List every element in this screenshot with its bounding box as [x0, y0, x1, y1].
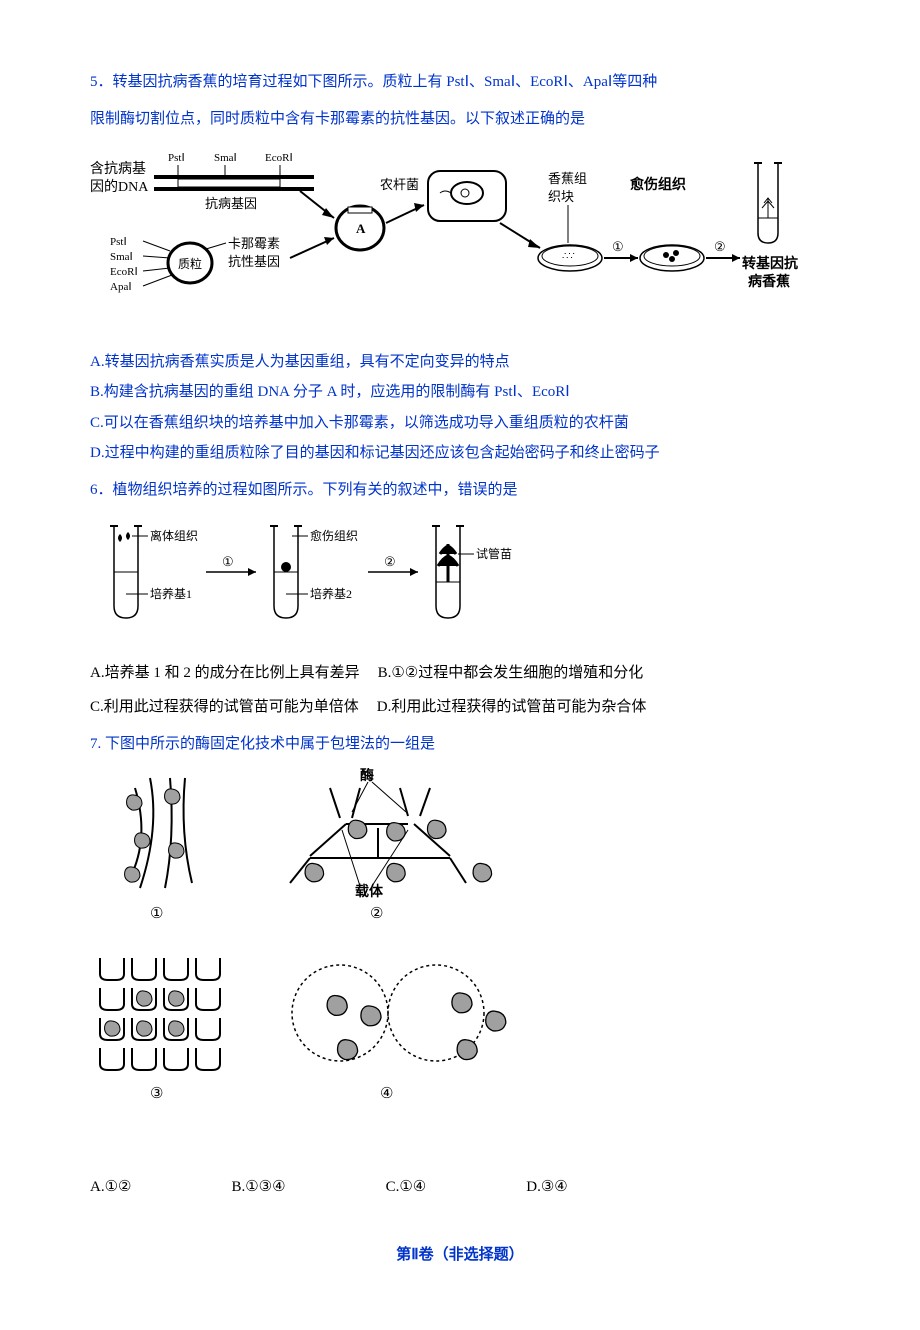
- q6-optB: B.①②过程中都会发生细胞的增殖和分化: [378, 659, 644, 688]
- svg-text:抗性基因: 抗性基因: [228, 254, 280, 269]
- section2-title: 第Ⅱ卷（非选择题）: [90, 1241, 830, 1270]
- svg-text:①: ①: [222, 554, 234, 569]
- q7-options: A.①② B.①③④ C.①④ D.③④: [90, 1173, 830, 1202]
- svg-text:③: ③: [150, 1086, 163, 1102]
- svg-text:②: ②: [384, 554, 396, 569]
- svg-text:ApaⅠ: ApaⅠ: [110, 281, 132, 293]
- q6-optA: A.培养基 1 和 2 的成分在比例上具有差异: [90, 659, 360, 688]
- svg-text:∴∵: ∴∵: [562, 251, 575, 262]
- svg-text:愈伤组织: 愈伤组织: [629, 176, 686, 193]
- svg-text:A: A: [356, 221, 366, 236]
- q5-figure: 含抗病基 因的DNA PstⅠ SmaⅠ EcoRⅠ 抗病基因 PstⅠ Sma…: [90, 143, 830, 334]
- q7-optB: B.①③④: [231, 1173, 285, 1202]
- svg-text:EcoRⅠ: EcoRⅠ: [265, 152, 293, 164]
- dna-label2: 因的DNA: [90, 179, 149, 195]
- q6-stem: 6．植物组织培养的过程如图所示。下列有关的叙述中，错误的是: [90, 476, 830, 505]
- svg-text:病香蕉: 病香蕉: [748, 273, 790, 290]
- svg-text:培养基2: 培养基2: [310, 586, 352, 601]
- q5-optB: B.构建含抗病基因的重组 DNA 分子 A 时，应选用的限制酶有 PstⅠ、Ec…: [90, 378, 830, 407]
- svg-text:离体组织: 离体组织: [150, 528, 198, 543]
- q5-optA: A.转基因抗病香蕉实质是人为基因重组，具有不定向变异的特点: [90, 348, 830, 377]
- q6-optD: D.利用此过程获得的试管苗可能为杂合体: [377, 693, 647, 722]
- svg-text:①: ①: [612, 239, 624, 254]
- svg-text:愈伤组织: 愈伤组织: [310, 528, 358, 543]
- svg-text:EcoRⅠ: EcoRⅠ: [110, 266, 138, 278]
- svg-text:PstⅠ: PstⅠ: [110, 236, 127, 248]
- q7-figure: ① 酶 载体 ②: [90, 768, 830, 1159]
- q5-stem-line1: 5．转基因抗病香蕉的培育过程如下图所示。质粒上有 PstⅠ、SmaⅠ、EcoRⅠ…: [90, 68, 830, 97]
- svg-text:农杆菌: 农杆菌: [380, 177, 419, 192]
- svg-text:SmaⅠ: SmaⅠ: [214, 152, 237, 164]
- svg-text:织块: 织块: [548, 189, 574, 204]
- q5-optD: D.过程中构建的重组质粒除了目的基因和标记基因还应该包含起始密码子和终止密码子: [90, 439, 830, 468]
- svg-text:SmaⅠ: SmaⅠ: [110, 251, 133, 263]
- svg-text:质粒: 质粒: [178, 256, 202, 271]
- svg-text:香蕉组: 香蕉组: [548, 171, 587, 186]
- svg-text:①: ①: [150, 906, 163, 922]
- svg-text:抗病基因: 抗病基因: [205, 196, 257, 211]
- q6-options-row2: C.利用此过程获得的试管苗可能为单倍体 D.利用此过程获得的试管苗可能为杂合体: [90, 693, 830, 722]
- q6-options-row1: A.培养基 1 和 2 的成分在比例上具有差异 B.①②过程中都会发生细胞的增殖…: [90, 659, 830, 688]
- dna-label1: 含抗病基: [90, 160, 146, 177]
- svg-text:试管苗: 试管苗: [476, 546, 512, 561]
- q6-figure: 离体组织 培养基1 ① 愈伤组织 培养基2 ② 试管苗: [90, 514, 830, 645]
- svg-text:转基因抗: 转基因抗: [742, 255, 798, 272]
- q6-optC: C.利用此过程获得的试管苗可能为单倍体: [90, 693, 359, 722]
- svg-text:培养基1: 培养基1: [150, 586, 192, 601]
- svg-text:PstⅠ: PstⅠ: [168, 152, 185, 164]
- svg-text:卡那霉素: 卡那霉素: [228, 236, 280, 251]
- svg-text:②: ②: [714, 239, 726, 254]
- svg-text:④: ④: [380, 1086, 393, 1102]
- q5-optC: C.可以在香蕉组织块的培养基中加入卡那霉素，以筛选成功导入重组质粒的农杆菌: [90, 409, 830, 438]
- svg-text:酶: 酶: [360, 768, 374, 784]
- q7-optC: C.①④: [386, 1173, 427, 1202]
- q7-stem: 7. 下图中所示的酶固定化技术中属于包埋法的一组是: [90, 730, 830, 759]
- svg-text:②: ②: [370, 906, 383, 922]
- q7-optD: D.③④: [526, 1173, 567, 1202]
- q7-optA: A.①②: [90, 1173, 131, 1202]
- q5-stem-line2: 限制酶切割位点，同时质粒中含有卡那霉素的抗性基因。以下叙述正确的是: [90, 105, 830, 134]
